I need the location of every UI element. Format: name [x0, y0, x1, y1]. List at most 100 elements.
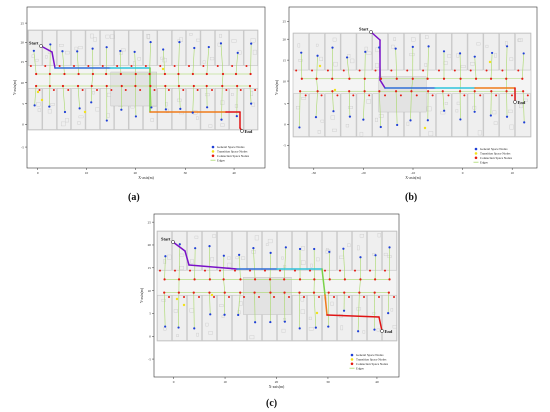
furniture: [219, 33, 222, 38]
edge: [134, 51, 137, 75]
furniture: [37, 108, 41, 112]
furniture: [376, 328, 380, 332]
connection-space-node: [295, 69, 298, 72]
furniture: [347, 243, 351, 248]
furniture: [425, 35, 429, 39]
general-space-node: [119, 49, 122, 53]
room: [172, 294, 187, 341]
furniture: [281, 328, 286, 333]
furniture: [362, 330, 366, 334]
general-space-node: [489, 114, 492, 117]
furniture: [209, 57, 215, 61]
edge: [105, 47, 107, 75]
connection-space-node: [159, 269, 161, 272]
edge: [192, 85, 195, 113]
furniture: [350, 58, 355, 64]
edge: [235, 52, 239, 75]
room: [337, 294, 352, 341]
connection-space-node: [204, 269, 206, 272]
caption-a: (a): [128, 192, 140, 203]
general-space-node: [388, 246, 391, 249]
y-tick-label: 0: [149, 334, 151, 338]
general-space-node: [164, 255, 167, 258]
furniture: [440, 111, 446, 115]
connection-space-node: [354, 269, 356, 272]
connection-space-node: [368, 94, 371, 97]
connection-space-node: [219, 269, 221, 272]
x-tick-label: 20: [134, 171, 138, 175]
connection-space-node: [294, 269, 296, 272]
furniture: [301, 260, 306, 265]
connection-space-node: [521, 77, 524, 80]
furniture: [212, 234, 217, 238]
room: [157, 88, 172, 130]
connection-space-node: [96, 89, 98, 91]
room: [229, 88, 244, 130]
edge: [505, 46, 508, 79]
connection-space-node: [324, 269, 326, 272]
connection-space-node: [243, 296, 245, 298]
connection-space-node: [318, 296, 320, 298]
edge: [193, 292, 195, 329]
general-space-node: [409, 119, 412, 122]
nodes: [295, 45, 529, 130]
furniture: [234, 104, 238, 108]
connection-space-node: [447, 94, 450, 97]
furniture: [325, 248, 329, 251]
x-tick-label: -30: [312, 171, 317, 175]
furniture: [411, 37, 416, 42]
connection-space-node: [205, 84, 208, 88]
start-label: Start: [359, 27, 369, 32]
edge: [178, 42, 180, 75]
connection-space-node: [343, 278, 346, 281]
general-space-node: [120, 108, 123, 111]
general-space-node: [523, 121, 526, 124]
connection-space-node: [333, 296, 335, 298]
furniture: [165, 101, 168, 107]
general-space-node: [220, 118, 223, 121]
edge: [33, 50, 37, 75]
furniture: [460, 65, 466, 68]
connection-space-node: [163, 291, 166, 294]
furniture: [424, 63, 428, 67]
connection-space-node: [474, 77, 478, 80]
connection-space-node: [384, 269, 386, 272]
connection-space-node: [415, 94, 418, 97]
general-space-node: [374, 254, 377, 257]
connection-space-node: [234, 72, 238, 76]
connection-space-node: [363, 296, 365, 298]
general-space-node: [76, 50, 79, 53]
furniture: [77, 121, 81, 125]
general-space-node: [364, 50, 367, 53]
y-axis-label: Y-axis(m): [275, 79, 279, 95]
general-space-node: [379, 125, 382, 129]
edge: [34, 85, 37, 106]
edge: [209, 292, 211, 315]
connection-space-node: [73, 65, 75, 67]
connection-space-node: [378, 90, 381, 93]
furniture: [61, 121, 66, 127]
furniture: [377, 233, 381, 238]
general-space-node: [236, 51, 239, 54]
floorplan: [156, 230, 398, 342]
connection-space-node: [495, 94, 498, 97]
furniture: [340, 325, 344, 331]
furniture: [105, 34, 110, 39]
edge: [316, 78, 318, 92]
connection-space-node: [239, 291, 242, 294]
edge: [346, 57, 350, 79]
connection-space-node: [358, 291, 361, 294]
general-space-node: [193, 46, 196, 50]
furniture: [78, 46, 83, 50]
connection-space-node: [149, 84, 152, 88]
furniture: [231, 39, 237, 43]
connection-space-node: [216, 65, 219, 67]
legend-marker: [211, 145, 215, 149]
general-space-node: [254, 321, 257, 324]
connection-space-node: [395, 77, 398, 80]
connection-space-node: [320, 94, 323, 97]
edge: [395, 91, 398, 125]
connection-space-node: [312, 291, 316, 294]
transition-space-node: [83, 110, 87, 114]
connection-space-node: [505, 90, 508, 93]
